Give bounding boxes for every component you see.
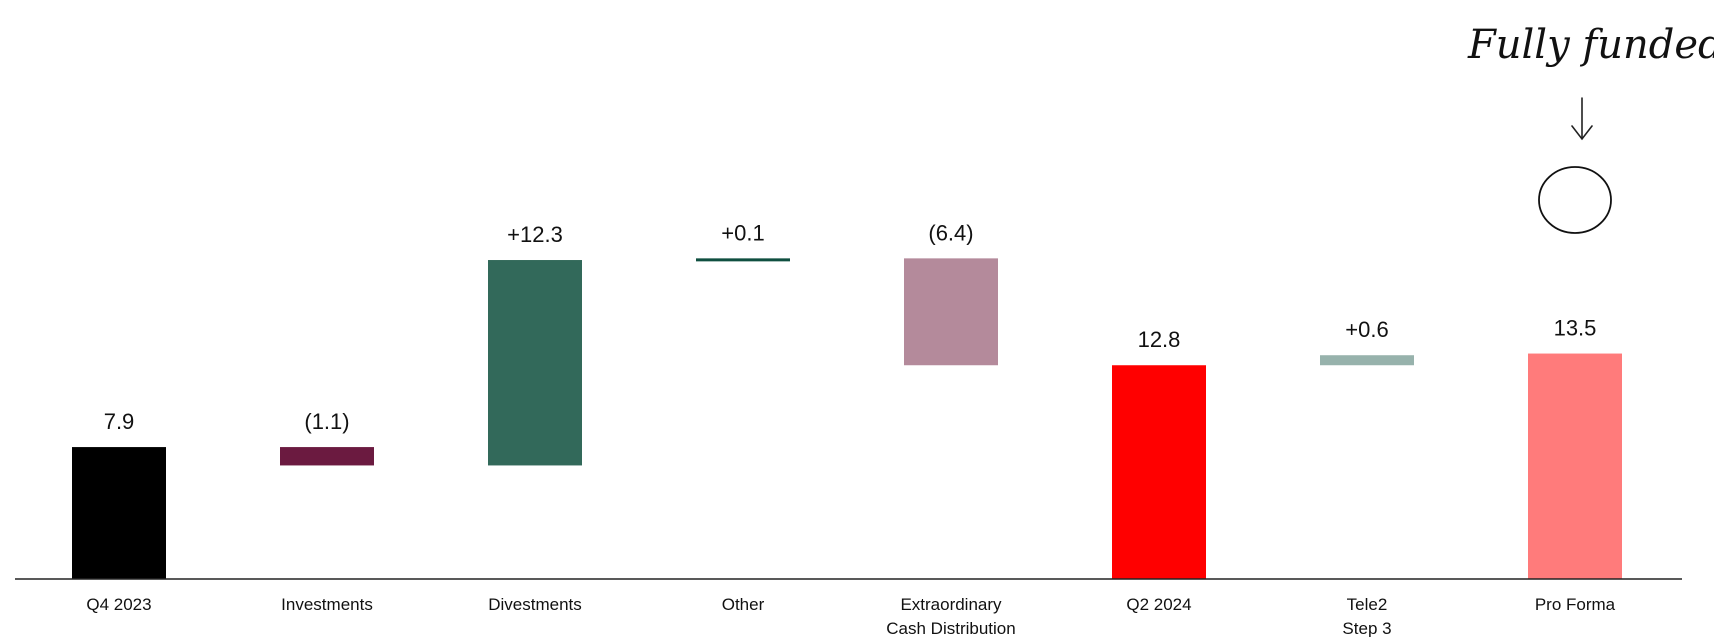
category-label-7-line-1: Tele2: [1347, 595, 1388, 614]
fully-funded-annotation: Fully funded: [1467, 22, 1714, 68]
bar-6: [1112, 365, 1206, 579]
category-label-6: Q2 2024: [1126, 595, 1191, 614]
value-label-8: 13.5: [1554, 316, 1597, 341]
bar-3: [488, 260, 582, 466]
value-label-3: +12.3: [507, 222, 563, 247]
category-labels-group: Q4 2023 Investments Divestments Other Extrao…: [86, 595, 1615, 637]
category-label-5-line-2: Cash Distribution: [886, 619, 1015, 637]
value-labels-group: 7.9 (1.1) +12.3 +0.1 (6.4) 12.8 +0.6 13.5: [104, 220, 1597, 434]
bar-7: [1320, 355, 1414, 366]
value-label-5: (6.4): [928, 220, 973, 245]
category-label-5-line-1: Extraordinary: [900, 595, 1002, 614]
down-arrow-icon: [1571, 97, 1593, 141]
value-label-2: (1.1): [304, 409, 349, 434]
circle-highlight: [1538, 166, 1612, 234]
category-label-1: Q4 2023: [86, 595, 151, 614]
value-label-4: +0.1: [721, 220, 764, 245]
bar-8: [1528, 353, 1622, 579]
bar-5: [904, 258, 998, 366]
category-label-2: Investments: [281, 595, 373, 614]
bars-group: [72, 258, 1622, 579]
value-label-1: 7.9: [104, 409, 135, 434]
bar-1: [72, 447, 166, 579]
category-label-4: Other: [722, 595, 765, 614]
category-label-8: Pro Forma: [1535, 595, 1616, 614]
bar-2: [280, 447, 374, 466]
value-label-7: +0.6: [1345, 317, 1388, 342]
value-label-6: 12.8: [1138, 327, 1181, 352]
category-label-7-line-2: Step 3: [1342, 619, 1391, 637]
category-label-3: Divestments: [488, 595, 582, 614]
bar-4: [696, 258, 790, 262]
